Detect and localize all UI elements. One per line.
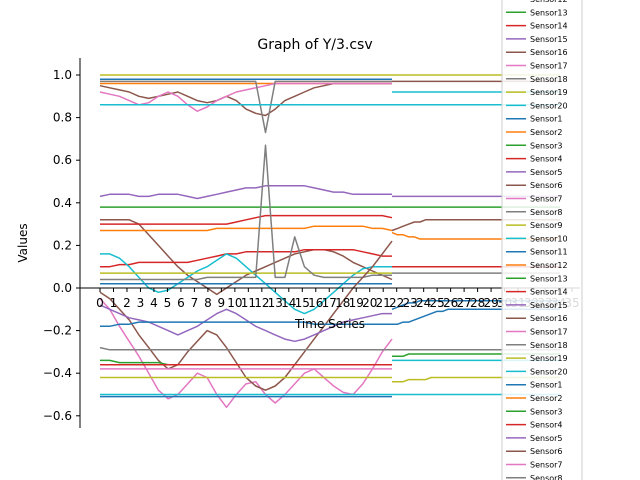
legend-label: Sensor12 [530,261,568,270]
x-tick-label: 4 [150,296,158,310]
legend-label: Sensor16 [530,314,568,323]
legend-label: Sensor3 [530,407,563,416]
y-tick-label: −0.4 [43,366,72,380]
x-tick-label: 15 [295,296,310,310]
x-tick-label: 9 [218,296,226,310]
x-tick-label: 12 [254,296,269,310]
left-series-line-6 [100,80,392,134]
left-series-line-13 [100,248,392,268]
legend-label: Sensor12 [530,0,568,4]
y-tick-label: 0.0 [53,281,72,295]
x-axis-label: Time Series [294,317,365,331]
x-tick-label: 2 [123,296,131,310]
y-tick-label: 0.8 [53,111,72,125]
left-series-lines [99,74,393,409]
legend-label: Sensor13 [530,274,568,283]
x-tick-label: 25 [430,296,445,310]
legend-label: Sensor5 [530,434,563,443]
x-tick-label: 18 [335,296,350,310]
left-series-line-8 [99,185,392,200]
legend-label: Sensor17 [530,62,568,71]
x-tick-label: 27 [456,296,471,310]
x-tick-label: 23 [403,296,418,310]
legend-label: Sensor3 [530,141,563,150]
legend-label: Sensor1 [530,381,563,390]
legend-label: Sensor20 [530,101,568,110]
x-tick-label: 19 [349,296,364,310]
y-tick-label: −0.2 [43,324,72,338]
y-tick-label: 0.2 [53,238,72,252]
legend-label: Sensor16 [530,48,568,57]
y-tick-label: 0.6 [53,153,72,167]
x-tick-label: 29 [483,296,498,310]
x-tick-label: 7 [191,296,199,310]
legend-label: Sensor8 [530,208,563,217]
left-series-line-16 [100,144,392,281]
legend-label: Sensor14 [530,288,568,297]
y-axis-label: Values [16,223,30,262]
legend-label: Sensor1 [530,115,563,124]
legend-label: Sensor5 [530,168,563,177]
left-series-line-10 [100,219,393,296]
legend-label: Sensor7 [530,195,563,204]
x-tick-label: 26 [443,296,458,310]
legend-label: Sensor11 [530,248,568,257]
x-tick-label: 0 [96,296,104,310]
chart-title: Graph of Y/3.csv [257,37,372,53]
legend-label: Sensor4 [530,421,563,430]
x-tick-label: 21 [376,296,391,310]
legend-label: Sensor15 [530,301,568,310]
legend-label: Sensor14 [530,22,568,31]
x-tick-label: 24 [416,296,431,310]
legend-label: Sensor13 [530,8,568,17]
left-series-line-21 [100,321,392,328]
legend-label: Sensor15 [530,35,568,44]
x-tick-label: 1 [110,296,118,310]
legend-label: Sensor18 [530,341,568,350]
legend-label: Sensor9 [530,221,563,230]
left-series-line-22 [99,346,392,351]
legend-label: Sensor18 [530,75,568,84]
x-tick-label: 17 [322,296,337,310]
legend-label: Sensor19 [530,354,568,363]
y-tick-label: 1.0 [53,68,72,82]
legend-label: Sensor20 [530,367,568,376]
left-series-line-5 [99,82,392,112]
x-tick-label: 10 [227,296,242,310]
legend-label: Sensor6 [530,181,563,190]
legend-label: Sensor2 [530,128,563,137]
legend-label: Sensor2 [530,394,563,403]
x-tick-label: 6 [177,296,185,310]
legend-label: Sensor8 [530,474,563,480]
legend-label: Sensor7 [530,461,563,470]
legend-label: Sensor19 [530,88,568,97]
legend-label: Sensor6 [530,447,563,456]
y-tick-label: 0.4 [53,196,72,210]
x-tick-label: 28 [470,296,485,310]
x-tick-label: 13 [268,296,283,310]
left-series-line-12 [100,225,393,232]
legend-label: Sensor4 [530,155,563,164]
left-series-line-11 [100,214,393,225]
left-series-line-18 [99,298,393,409]
x-tick-label: 14 [281,296,296,310]
x-tick-label: 5 [164,296,172,310]
x-tick-label: 11 [241,296,256,310]
x-tick-label: 16 [308,296,323,310]
x-tick-label: 3 [137,296,145,310]
x-tick-label: 20 [362,296,377,310]
x-tick-label: 8 [204,296,212,310]
legend-box [501,0,583,480]
legend-label: Sensor10 [530,234,568,243]
x-tick-label: 22 [389,296,404,310]
y-tick-label: −0.6 [43,409,72,423]
legend: Sensor12 Sensor13 Sensor14 Sensor15 Sensor16… [501,0,583,480]
legend-label: Sensor17 [530,328,568,337]
y-axis-ticks: −0.6 −0.4 −0.2 0.0 0.2 0.4 0.6 0.8 1.0 [43,68,80,423]
